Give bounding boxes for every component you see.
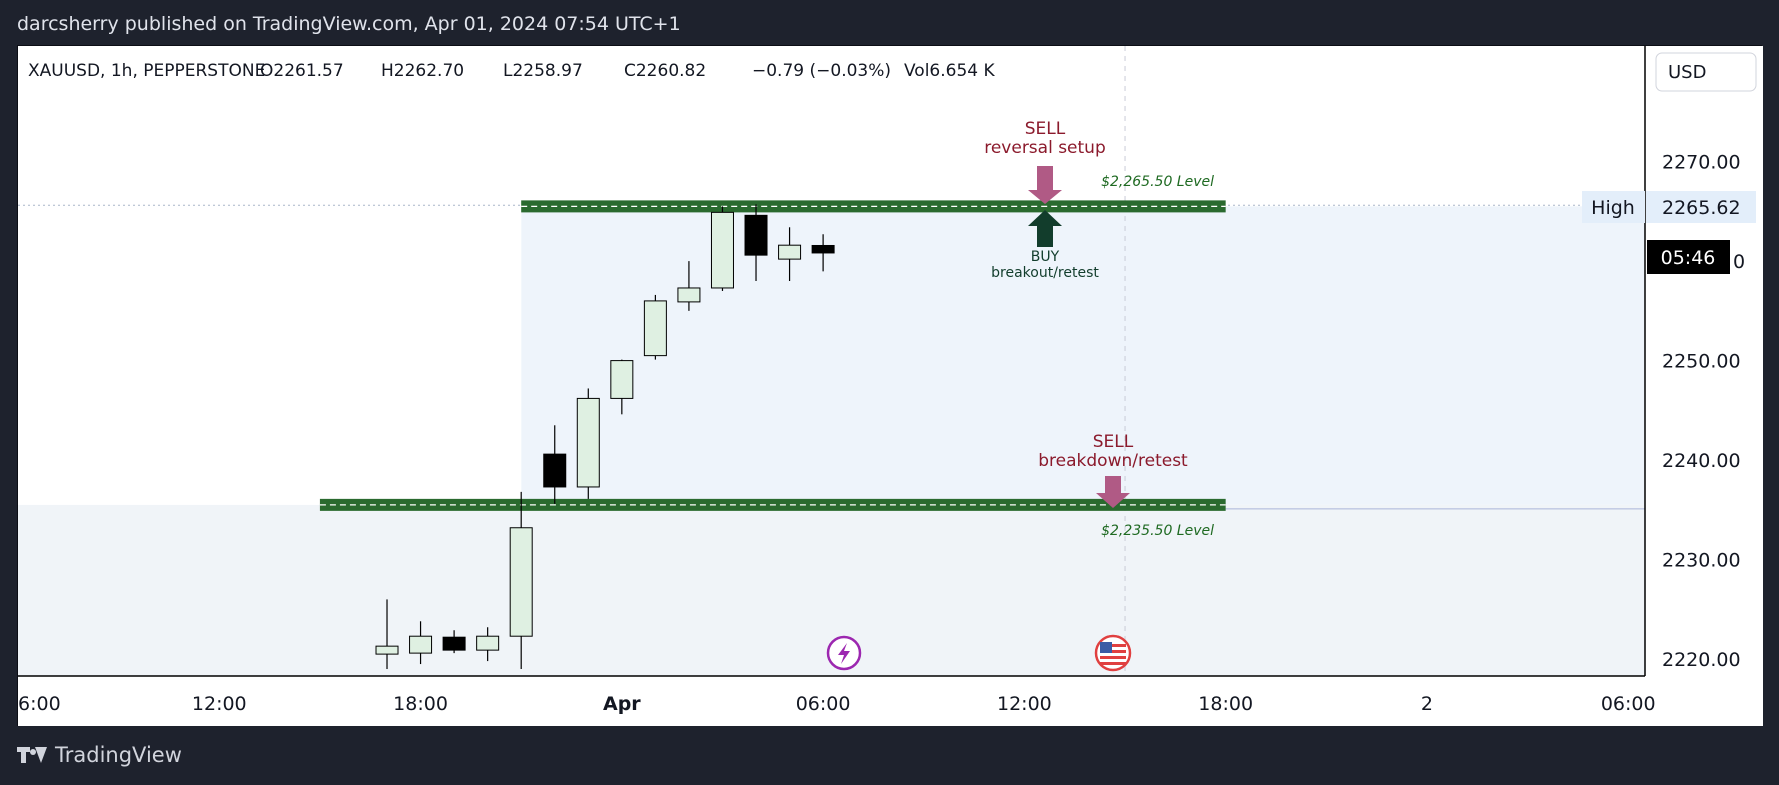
legend-symbol: XAUUSD, 1h, PEPPERSTONE (28, 61, 265, 81)
publish-info: darcsherry published on TradingView.com,… (17, 13, 681, 35)
x-tick-label-4: 06:00 (796, 693, 851, 715)
publish-banner: darcsherry published on TradingView.com,… (0, 0, 1779, 45)
y-tick-label-5: 2220.00 (1662, 649, 1741, 671)
x-tick-label-5: 12:00 (997, 693, 1052, 715)
currency-label: USD (1668, 62, 1706, 83)
x-tick-label-8: 06:00 (1601, 693, 1656, 715)
candle-body-13 (811, 244, 835, 254)
level-top-label: $2,265.50 Level (1101, 174, 1214, 190)
legend-volume: Vol6.654 K (904, 61, 996, 81)
sell-breakdown-title: SELL (1093, 432, 1134, 452)
sell-arrow-bottom (1096, 476, 1130, 508)
sell-breakdown-subtitle: breakdown/retest (1038, 451, 1188, 471)
candle-body-10 (710, 211, 734, 289)
x-tick-label-3: Apr (603, 693, 641, 715)
time-axis[interactable]: 6:00 12:00 18:00 Apr 06:00 12:00 18:00 2 06:00 (18, 675, 1763, 727)
candle-body-6 (576, 397, 600, 488)
legend-high: H2262.70 (381, 61, 464, 81)
tradingview-logo-icon (17, 745, 47, 765)
candle-body-1 (409, 635, 433, 654)
brand-name: TradingView (55, 743, 182, 767)
sell-reversal-title: SELL (1025, 119, 1066, 139)
high-badge-label: High (1591, 197, 1635, 219)
y-tick-label-2: 2250.00 (1662, 351, 1741, 373)
candle-body-12 (778, 244, 802, 260)
x-tick-label-2: 18:00 (393, 693, 448, 715)
footer: TradingView (0, 726, 1779, 785)
y-tick-label-4: 2230.00 (1662, 550, 1741, 572)
candle-body-7 (610, 360, 634, 399)
zone-upper (521, 206, 1646, 505)
sell-reversal-subtitle: reversal setup (984, 138, 1106, 158)
y-tick-label-0: 2270.00 (1662, 152, 1741, 174)
y-tick-label-3: 2240.00 (1662, 450, 1741, 472)
price-axis[interactable]: USD 2270.00 2250.00 2240.00 2230.00 2220.00 0… (1582, 46, 1763, 727)
buy-title: BUY (1031, 249, 1060, 265)
x-tick-label-0: 6:00 (18, 693, 61, 715)
candle-body-4 (509, 527, 533, 637)
level-bottom-label: $2,235.50 Level (1101, 523, 1214, 539)
us-flag-event-icon[interactable] (1094, 634, 1132, 672)
sell-arrow-top (1028, 166, 1062, 204)
legend-close: C2260.82 (624, 61, 706, 81)
candle-body-5 (543, 453, 567, 488)
currency-button[interactable] (1655, 52, 1757, 92)
ohlc-legend: XAUUSD, 1h, PEPPERSTONE O2261.57 H2262.7… (28, 61, 996, 81)
legend-low: L2258.97 (503, 61, 583, 81)
y-tick-label-2260: 0 (1733, 251, 1745, 273)
x-tick-label-7: 2 (1421, 693, 1433, 715)
lightning-event-icon[interactable] (826, 635, 862, 671)
candle-body-3 (476, 635, 500, 651)
legend-open: O2261.57 (260, 61, 344, 81)
tradingview-brand[interactable]: TradingView (17, 743, 182, 767)
high-value-badge (1646, 191, 1756, 223)
candle-body-0 (375, 645, 399, 655)
candle-body-9 (677, 287, 701, 303)
candlestick-chart[interactable]: SELL reversal setup BUY breakout/retest … (18, 46, 1763, 727)
countdown-badge (1647, 240, 1730, 274)
candle-body-8 (643, 300, 667, 357)
chart-frame[interactable]: SELL reversal setup BUY breakout/retest … (17, 45, 1763, 727)
x-tick-label-6: 18:00 (1198, 693, 1253, 715)
legend-change: −0.79 (−0.03%) (752, 61, 891, 81)
high-badge (1582, 191, 1645, 223)
buy-subtitle: breakout/retest (991, 265, 1099, 281)
candle-body-2 (442, 636, 466, 651)
high-value: 2265.62 (1662, 197, 1741, 219)
countdown-value: 05:46 (1661, 247, 1716, 269)
buy-arrow (1028, 210, 1062, 247)
candle-body-11 (744, 214, 768, 256)
x-tick-label-1: 12:00 (192, 693, 247, 715)
zone-blank (18, 46, 522, 505)
